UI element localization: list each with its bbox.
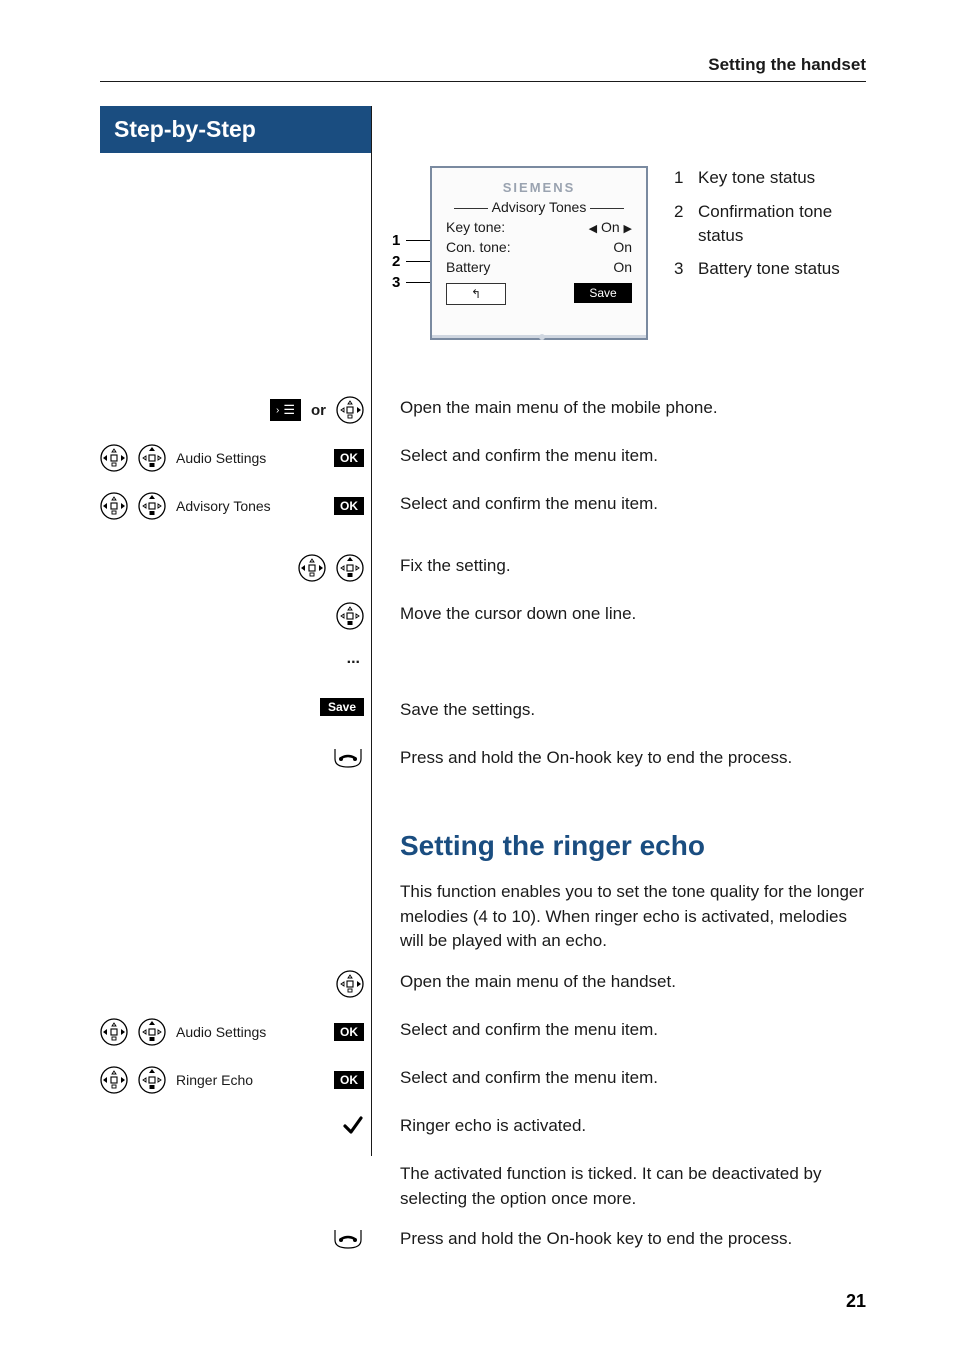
action-open-main-2 bbox=[100, 970, 372, 998]
ellipsis: ... bbox=[100, 650, 372, 668]
nav-lr-icon bbox=[298, 554, 326, 582]
running-header: Setting the handset bbox=[100, 55, 866, 75]
nav-right-icon bbox=[336, 396, 364, 424]
ok-key: OK bbox=[334, 1023, 364, 1041]
callout-2: 2 bbox=[392, 253, 400, 270]
desc-open-main-2: Open the main menu of the handset. bbox=[400, 970, 866, 995]
nav-down-icon bbox=[336, 602, 364, 630]
menu-advisory-tones: Advisory Tones bbox=[176, 498, 324, 514]
desc-ringer-echo: Select and confirm the menu item. bbox=[400, 1066, 866, 1091]
action-save: Save bbox=[100, 698, 372, 716]
line2-value: On bbox=[613, 239, 632, 255]
ok-key: OK bbox=[334, 449, 364, 467]
brand-label: SIEMENS bbox=[446, 180, 632, 195]
left-arrow-icon: ◀ bbox=[589, 223, 597, 235]
line3-label: Battery bbox=[446, 259, 613, 275]
line3-value: On bbox=[613, 259, 632, 275]
nav-ud-icon bbox=[138, 1066, 166, 1094]
callout-numbers: 1 2 3 bbox=[392, 230, 434, 293]
nav-ud-icon bbox=[138, 1018, 166, 1046]
desc-cursor-down: Move the cursor down one line. bbox=[400, 602, 866, 627]
screen-back-softkey: ↰ bbox=[446, 283, 506, 305]
line1-value: On bbox=[601, 219, 620, 235]
callout-1: 1 bbox=[392, 232, 400, 249]
save-key: Save bbox=[320, 698, 364, 716]
display-legend: 1Key tone status 2Confirmation tone stat… bbox=[674, 166, 866, 346]
desc-advisory-tones: Select and confirm the menu item. bbox=[400, 492, 866, 517]
column-divider bbox=[371, 106, 372, 1156]
nav-ud-icon bbox=[138, 492, 166, 520]
action-fix bbox=[100, 554, 372, 582]
nav-right-icon bbox=[336, 970, 364, 998]
header-rule bbox=[100, 81, 866, 82]
menu-audio-settings: Audio Settings bbox=[176, 450, 324, 466]
legend-num-2: 2 bbox=[674, 200, 698, 248]
desc-onhook: Press and hold the On-hook key to end th… bbox=[400, 746, 866, 771]
action-onhook bbox=[100, 746, 372, 770]
screen-save-softkey: Save bbox=[574, 283, 632, 303]
legend-num-3: 3 bbox=[674, 257, 698, 281]
step-header: Step-by-Step bbox=[100, 106, 372, 153]
check-icon bbox=[342, 1114, 364, 1136]
section-intro: This function enables you to set the ton… bbox=[400, 880, 866, 954]
callout-3: 3 bbox=[392, 274, 400, 291]
line2-label: Con. tone: bbox=[446, 239, 613, 255]
action-check bbox=[100, 1114, 372, 1136]
line1-label: Key tone: bbox=[446, 219, 589, 235]
legend-text-3: Battery tone status bbox=[698, 257, 866, 281]
action-audio-settings-2: Audio Settings OK bbox=[100, 1018, 372, 1046]
nav-lr-icon bbox=[100, 1018, 128, 1046]
screen-title: Advisory Tones bbox=[446, 199, 632, 215]
desc-audio-settings-2: Select and confirm the menu item. bbox=[400, 1018, 866, 1043]
menu-key-icon: ›☰ bbox=[270, 399, 301, 421]
desc-open-main: Open the main menu of the mobile phone. bbox=[400, 396, 866, 421]
or-text: or bbox=[311, 402, 326, 419]
desc-tick-note: The activated function is ticked. It can… bbox=[400, 1162, 866, 1211]
menu-audio-settings: Audio Settings bbox=[176, 1024, 324, 1040]
action-audio-settings: Audio Settings OK bbox=[100, 444, 372, 472]
desc-onhook-2: Press and hold the On-hook key to end th… bbox=[400, 1227, 866, 1252]
action-advisory-tones: Advisory Tones OK bbox=[100, 492, 372, 520]
ok-key: OK bbox=[334, 497, 364, 515]
right-arrow-icon: ▶ bbox=[624, 223, 632, 235]
legend-text-2: Confirmation tone status bbox=[698, 200, 866, 248]
desc-audio-settings: Select and confirm the menu item. bbox=[400, 444, 866, 469]
nav-ud-icon bbox=[138, 444, 166, 472]
action-cursor-down bbox=[100, 602, 372, 630]
phone-display: 1 2 3 SIEMENS Advisory Tones Key tone: ◀… bbox=[400, 166, 650, 346]
action-ringer-echo: Ringer Echo OK bbox=[100, 1066, 372, 1094]
legend-text-1: Key tone status bbox=[698, 166, 866, 190]
legend-num-1: 1 bbox=[674, 166, 698, 190]
page-number: 21 bbox=[846, 1291, 866, 1312]
menu-ringer-echo: Ringer Echo bbox=[176, 1072, 324, 1088]
desc-save: Save the settings. bbox=[400, 698, 866, 723]
desc-fix: Fix the setting. bbox=[400, 554, 866, 579]
action-onhook-2 bbox=[100, 1227, 372, 1251]
onhook-key-icon bbox=[332, 1227, 364, 1251]
nav-lr-icon bbox=[100, 444, 128, 472]
onhook-key-icon bbox=[332, 746, 364, 770]
nav-lr-icon bbox=[100, 492, 128, 520]
nav-lr-icon bbox=[100, 1066, 128, 1094]
ok-key: OK bbox=[334, 1071, 364, 1089]
section-heading-ringer-echo: Setting the ringer echo bbox=[400, 830, 866, 862]
desc-activated: Ringer echo is activated. bbox=[400, 1114, 866, 1139]
nav-ud-icon bbox=[336, 554, 364, 582]
action-open-main: ›☰ or bbox=[100, 396, 372, 424]
